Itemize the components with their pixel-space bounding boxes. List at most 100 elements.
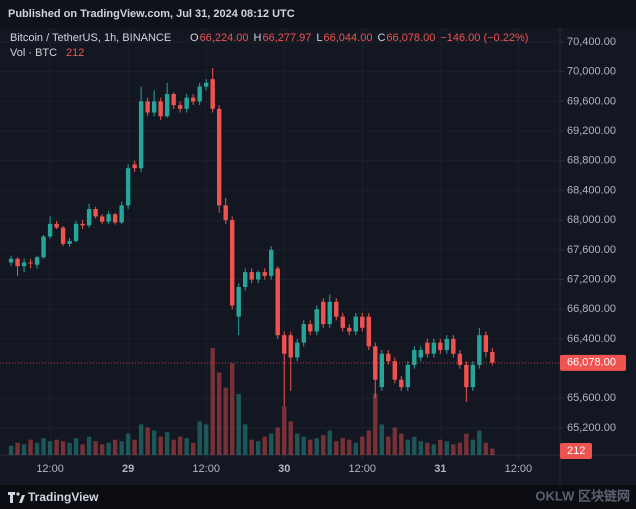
candle-body <box>171 93 176 106</box>
candle-body <box>444 338 450 351</box>
volume-bar <box>392 427 397 455</box>
candle-body <box>399 379 404 388</box>
volume-bar <box>73 438 79 455</box>
volume-bar <box>405 439 411 455</box>
ohlc-value: 66,224.00 <box>200 32 249 44</box>
volume-bar <box>314 438 319 455</box>
ohlc-value: 66,277.97 <box>262 32 311 44</box>
volume-bar <box>223 387 228 455</box>
symbol-title: Bitcoin / TetherUS, 1h, BINANCE <box>10 32 171 44</box>
volume-bar <box>288 421 293 455</box>
candle-body <box>60 227 66 244</box>
volume-bar <box>99 444 105 455</box>
candle-body <box>158 101 163 117</box>
candle-body <box>112 214 118 223</box>
volume-bar <box>470 439 476 455</box>
x-tick-label: 30 <box>278 463 290 475</box>
volume-bar <box>464 433 469 455</box>
candle-body <box>184 97 189 109</box>
brand-logo <box>8 492 25 503</box>
volume-bar <box>60 441 66 455</box>
candle-body <box>229 220 235 306</box>
y-tick-label: 67,200.00 <box>567 273 616 285</box>
volume-bar <box>243 424 248 455</box>
candle-body <box>106 214 111 222</box>
volume-bar <box>360 436 365 455</box>
volume-bar <box>386 436 391 455</box>
volume-bar <box>203 424 209 455</box>
candle-body <box>295 342 300 358</box>
candle-body <box>360 316 365 328</box>
candle-body <box>418 350 424 358</box>
candle-body <box>451 338 456 354</box>
candle-body <box>54 223 59 228</box>
candle-body <box>125 168 131 206</box>
candle-body <box>216 108 222 206</box>
volume-value: 212 <box>66 47 84 59</box>
candle-body <box>405 364 411 388</box>
candle-body <box>119 205 124 223</box>
volume-bar <box>451 444 456 455</box>
volume-bar <box>327 430 332 455</box>
logo-mark <box>8 492 15 503</box>
volume-bar <box>438 439 443 455</box>
candle-body <box>412 350 417 365</box>
candle-body <box>93 209 98 217</box>
candle-body <box>275 268 280 336</box>
logo-mark <box>19 495 25 503</box>
volume-bar <box>184 438 189 455</box>
published-note: Published on TradingView.com, Jul 31, 20… <box>8 8 295 20</box>
volume-bar <box>366 430 371 455</box>
volume-bar <box>334 441 339 455</box>
x-tick-label: 12:00 <box>349 463 377 475</box>
volume-bar <box>483 442 489 455</box>
candle-body <box>340 316 345 328</box>
volume-bar <box>54 439 59 455</box>
x-tick-label: 31 <box>434 463 446 475</box>
volume-bar <box>256 441 261 455</box>
y-tick-label: 68,000.00 <box>567 214 616 226</box>
candle-body <box>490 351 495 363</box>
candle-body <box>34 257 40 265</box>
x-tick-label: 29 <box>122 463 134 475</box>
volume-bar <box>477 430 482 455</box>
candle-body <box>177 105 183 109</box>
volume-bar <box>282 406 287 455</box>
volume-bar <box>262 436 267 455</box>
candle-body <box>386 353 391 362</box>
y-tick-label: 68,400.00 <box>567 184 616 196</box>
last-price-tag <box>560 354 626 371</box>
candle-body <box>256 272 261 280</box>
volume-bar <box>158 436 163 455</box>
volume-bar <box>67 442 72 455</box>
volume-bar <box>125 433 131 455</box>
volume-bar <box>8 445 14 455</box>
volume-bar <box>269 433 274 455</box>
brand-name: TradingView <box>28 490 99 504</box>
volume-bar <box>399 433 404 455</box>
volume-tag-label: 212 <box>567 445 585 457</box>
candle-body <box>379 353 384 388</box>
volume-bar <box>275 427 280 455</box>
ohlc-value: 66,078.00 <box>386 32 435 44</box>
candle-body <box>425 342 430 354</box>
candle-body <box>145 101 150 113</box>
volume-title: Vol · BTC <box>10 47 57 59</box>
volume-bar <box>373 393 378 455</box>
volume-bar <box>418 441 424 455</box>
candle-body <box>308 324 313 332</box>
candle-body <box>301 324 306 343</box>
candle-body <box>47 223 53 237</box>
change-value: −146.00 (−0.22%) <box>440 32 528 44</box>
volume-bar <box>412 436 417 455</box>
candle-body <box>223 205 228 221</box>
volume-bar <box>164 432 170 455</box>
volume-bar <box>119 441 124 455</box>
volume-bar <box>457 442 463 455</box>
x-tick-label: 12:00 <box>192 463 220 475</box>
y-tick-label: 68,800.00 <box>567 155 616 167</box>
volume-bar <box>379 424 384 455</box>
